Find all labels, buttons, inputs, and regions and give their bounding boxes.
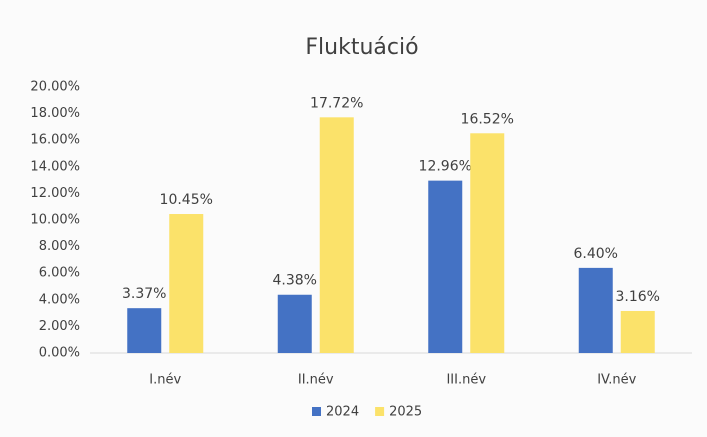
legend-label: 2024 — [326, 405, 359, 420]
legend-swatch — [312, 407, 321, 416]
bar — [470, 133, 505, 353]
data-label: 17.72% — [310, 95, 363, 111]
chart-title: Fluktuáció — [305, 35, 418, 60]
y-tick-label: 16.00% — [30, 133, 80, 148]
y-tick-label: 14.00% — [30, 159, 80, 174]
data-label: 12.96% — [419, 159, 472, 175]
data-label: 3.16% — [616, 289, 660, 305]
bar — [127, 308, 162, 353]
bar — [277, 294, 312, 353]
data-label: 6.40% — [574, 246, 618, 262]
bar — [428, 180, 463, 353]
y-tick-label: 0.00% — [39, 346, 80, 361]
bar — [578, 267, 613, 353]
legend-swatch — [375, 407, 385, 416]
x-tick-label: IV.név — [597, 373, 636, 388]
data-label: 4.38% — [273, 273, 317, 289]
bar — [169, 214, 204, 353]
x-tick-label: I.név — [149, 373, 181, 388]
y-tick-label: 18.00% — [30, 106, 80, 121]
x-tick-label: II.név — [298, 373, 334, 388]
data-label: 16.52% — [461, 111, 514, 127]
data-label: 3.37% — [122, 286, 166, 302]
y-tick-label: 12.00% — [30, 186, 80, 201]
legend-label: 2025 — [389, 405, 422, 420]
y-tick-label: 20.00% — [30, 80, 80, 95]
data-label: 10.45% — [160, 192, 213, 208]
y-tick-label: 4.00% — [39, 292, 80, 307]
bar — [319, 117, 354, 353]
y-tick-label: 6.00% — [39, 266, 80, 281]
x-tick-label: III.név — [446, 373, 486, 388]
y-tick-label: 2.00% — [39, 319, 80, 334]
bar — [620, 310, 655, 353]
y-tick-label: 10.00% — [30, 213, 80, 228]
y-tick-label: 8.00% — [39, 239, 80, 254]
